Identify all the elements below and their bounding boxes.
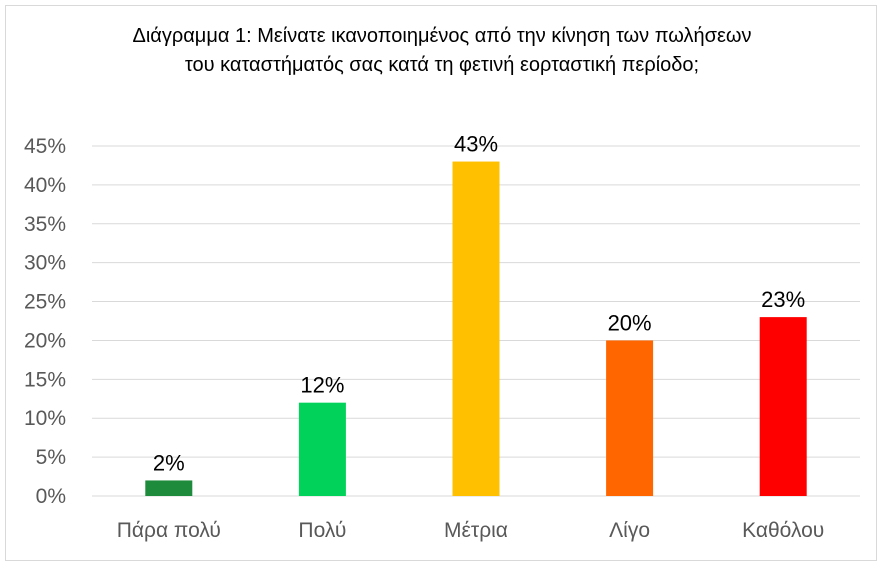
y-tick-label: 45% xyxy=(24,135,66,158)
x-tick-label: Πάρα πολύ xyxy=(117,519,221,542)
y-tick-label: 35% xyxy=(24,213,66,236)
chart-frame xyxy=(5,5,877,561)
y-axis-ticks: 0% 5% 10% 15% 20% 25% 30% 35% 40% 45% xyxy=(24,135,66,508)
data-label: 23% xyxy=(761,287,805,312)
x-tick-label: Πολύ xyxy=(298,519,346,542)
bar xyxy=(606,340,654,496)
y-tick-label: 15% xyxy=(24,368,66,391)
bar xyxy=(452,161,500,497)
y-tick-label: 30% xyxy=(24,252,66,275)
y-tick-label: 40% xyxy=(24,174,66,197)
bars xyxy=(145,161,807,497)
chart-title: Διάγραμμα 1: Μείνατε ικανοποιημένος από … xyxy=(132,25,752,76)
bar xyxy=(145,480,193,496)
y-tick-label: 20% xyxy=(24,329,66,352)
x-tick-label: Καθόλου xyxy=(742,519,824,542)
data-label: 12% xyxy=(300,373,344,398)
x-axis-categories: Πάρα πολύ Πολύ Μέτρια Λίγο Καθόλου xyxy=(117,519,825,542)
bar xyxy=(759,317,807,496)
y-tick-label: 5% xyxy=(36,446,66,469)
y-tick-label: 10% xyxy=(24,407,66,430)
x-tick-label: Μέτρια xyxy=(444,519,508,542)
y-tick-label: 0% xyxy=(36,485,66,508)
x-tick-label: Λίγο xyxy=(609,519,650,542)
data-label: 43% xyxy=(454,132,498,157)
data-label: 2% xyxy=(153,450,185,475)
y-tick-label: 25% xyxy=(24,291,66,314)
data-labels: 2% 12% 43% 20% 23% xyxy=(153,132,805,476)
bar xyxy=(298,402,346,496)
data-label: 20% xyxy=(608,310,652,335)
